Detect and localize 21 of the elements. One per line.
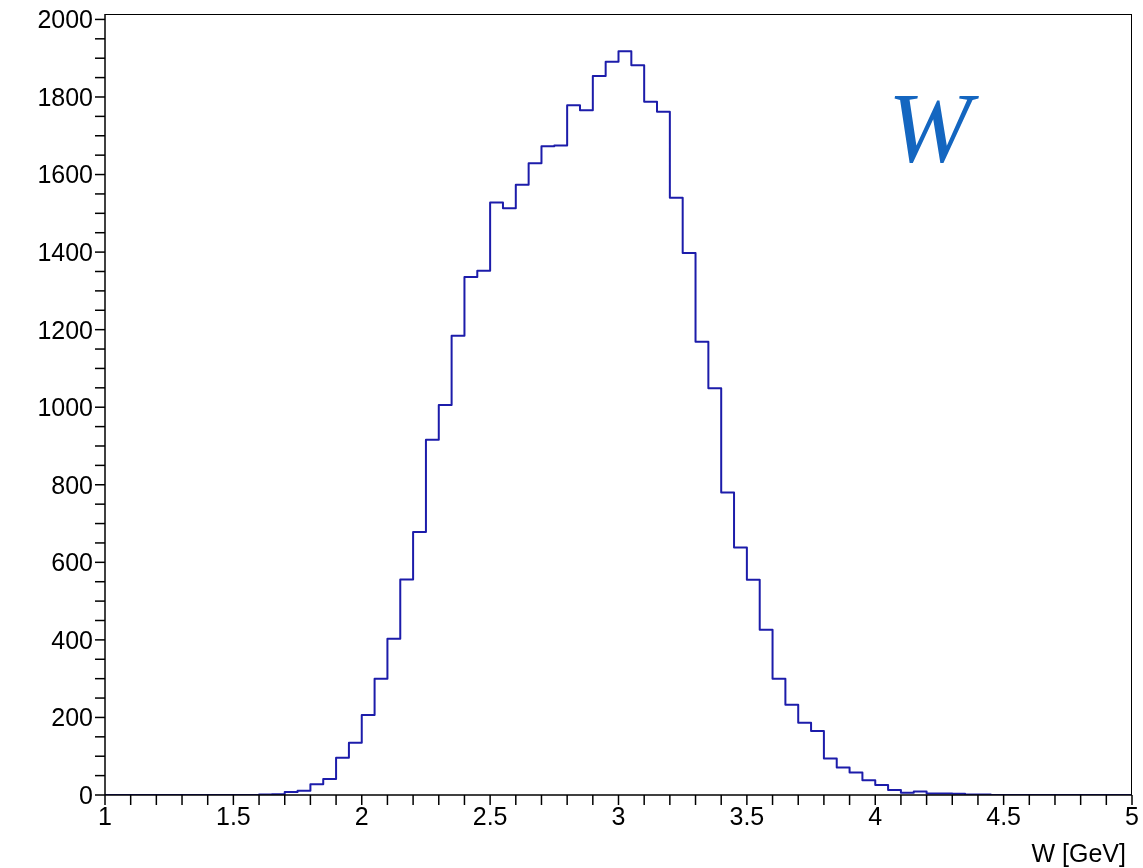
x-tick-label: 3: [611, 801, 626, 830]
y-tick-label: 2000: [37, 5, 93, 34]
x-tick-label: 2.5: [472, 801, 508, 830]
x-tick-label: 4: [868, 801, 883, 830]
x-tick-label: 4.5: [986, 801, 1022, 830]
x-axis-title: W [GeV]: [1031, 839, 1126, 867]
y-tick-label: 1600: [37, 160, 93, 189]
x-tick-label: 1: [98, 801, 112, 830]
y-tick-label: 1200: [37, 315, 93, 344]
y-tick-label: 1000: [37, 393, 93, 422]
y-tick-label: 1800: [37, 82, 93, 111]
y-tick-label: 0: [79, 780, 93, 809]
x-tick-label: 2: [354, 801, 369, 830]
y-tick-label: 200: [51, 703, 93, 732]
y-tick-label: 800: [51, 470, 93, 499]
y-tick-label: 600: [51, 548, 93, 577]
y-tick-label: 1400: [37, 237, 93, 266]
x-tick-label: 1.5: [215, 801, 251, 830]
x-tick-label: 5: [1125, 801, 1139, 830]
y-tick-label: 400: [51, 625, 93, 654]
x-tick-label: 3.5: [729, 801, 765, 830]
